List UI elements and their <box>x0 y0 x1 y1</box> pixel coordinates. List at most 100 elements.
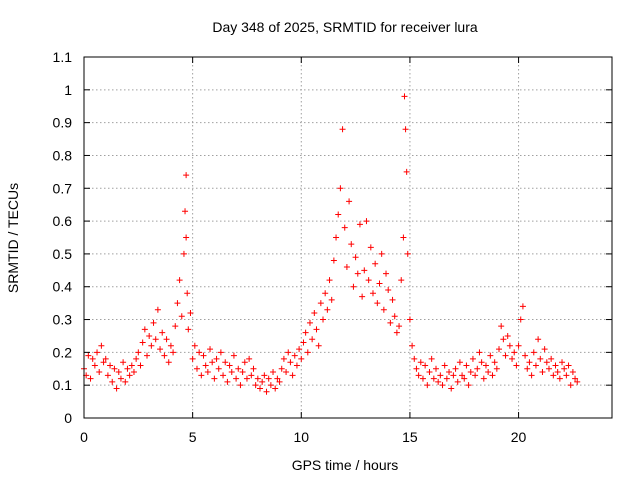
data-point <box>430 375 437 382</box>
data-point <box>356 221 363 228</box>
data-point <box>200 352 207 359</box>
data-point <box>296 346 303 353</box>
data-point <box>426 369 433 376</box>
data-point <box>391 313 398 320</box>
data-point <box>163 336 170 343</box>
data-point <box>459 372 466 379</box>
data-point <box>243 375 250 382</box>
data-point <box>393 329 400 336</box>
data-point <box>115 369 122 376</box>
data-point <box>330 257 337 264</box>
data-point <box>311 309 318 316</box>
data-point <box>478 359 485 366</box>
data-point <box>333 234 340 241</box>
data-point <box>304 349 311 356</box>
data-point <box>139 339 146 346</box>
data-point <box>402 126 409 133</box>
data-point <box>401 93 408 100</box>
data-point <box>298 355 305 362</box>
data-point <box>184 290 191 297</box>
data-point <box>554 369 561 376</box>
data-point <box>467 369 474 376</box>
data-point <box>363 218 370 225</box>
data-point <box>502 352 509 359</box>
data-point <box>259 378 266 385</box>
data-point <box>539 369 546 376</box>
data-point <box>94 349 101 356</box>
data-point <box>548 355 555 362</box>
data-point <box>437 372 444 379</box>
data-point <box>211 375 218 382</box>
data-point <box>111 365 118 372</box>
data-point <box>574 378 581 385</box>
data-point <box>343 264 350 271</box>
data-point <box>474 365 481 372</box>
data-point <box>348 241 355 248</box>
data-point <box>404 250 411 257</box>
data-point <box>317 300 324 307</box>
data-point <box>341 224 348 231</box>
y-axis-label: SRMTID / TECUs <box>5 183 21 293</box>
x-axis-label: GPS time / hours <box>292 457 399 473</box>
data-point <box>107 362 114 369</box>
data-point <box>161 352 168 359</box>
data-point <box>306 319 313 326</box>
data-point <box>322 290 329 297</box>
data-point <box>365 277 372 284</box>
data-point <box>141 326 148 333</box>
data-point <box>309 336 316 343</box>
data-point <box>289 372 296 379</box>
data-point <box>213 355 220 362</box>
data-point <box>144 352 151 359</box>
data-point <box>293 362 300 369</box>
data-point <box>428 355 435 362</box>
data-point <box>183 172 190 179</box>
data-point <box>313 326 320 333</box>
data-point <box>320 316 327 323</box>
data-point <box>472 372 479 379</box>
y-tick-label: 0.7 <box>53 180 73 196</box>
data-point <box>352 254 359 261</box>
data-point <box>354 270 361 277</box>
data-point <box>450 372 457 379</box>
axis-ticks: 0 0.1 0.2 0.3 0.4 0.5 0.6 0.7 0.8 0.9 1 1.1 0 5 10 15 20 <box>53 49 612 445</box>
data-point <box>285 349 292 356</box>
data-point <box>248 372 255 379</box>
data-point <box>135 349 142 356</box>
data-point <box>207 346 214 353</box>
data-point <box>398 277 405 284</box>
data-point <box>556 375 563 382</box>
data-point <box>124 365 131 372</box>
y-tick-label: 0.6 <box>53 213 73 229</box>
data-point <box>482 362 489 369</box>
data-point <box>367 244 374 251</box>
data-point <box>270 369 277 376</box>
data-point <box>224 378 231 385</box>
data-point <box>152 336 159 343</box>
data-point <box>228 369 235 376</box>
data-point <box>159 329 166 336</box>
data-point <box>350 283 357 290</box>
data-point <box>189 355 196 362</box>
data-point <box>324 306 331 313</box>
data-point <box>237 382 244 389</box>
data-point <box>154 306 161 313</box>
data-point <box>485 369 492 376</box>
data-point <box>117 375 124 382</box>
data-point <box>561 365 568 372</box>
data-point <box>265 375 272 382</box>
data-point <box>130 369 137 376</box>
data-point <box>511 349 518 356</box>
data-point <box>185 326 192 333</box>
data-point <box>191 342 198 349</box>
data-point <box>315 342 322 349</box>
data-point <box>417 359 424 366</box>
data-point <box>198 372 205 379</box>
data-point <box>226 362 233 369</box>
data-point <box>452 365 459 372</box>
data-point <box>498 323 505 330</box>
data-point <box>519 303 526 310</box>
data-point <box>148 342 155 349</box>
data-point <box>563 372 570 379</box>
